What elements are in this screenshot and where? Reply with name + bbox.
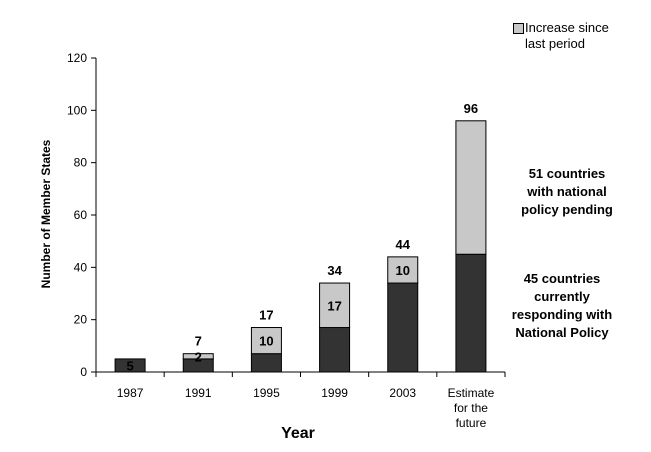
y-tick-label: 0 <box>80 365 87 379</box>
x-tick-label-line: Estimate <box>448 386 495 400</box>
x-tick-label-line: 2003 <box>389 386 416 400</box>
segment-value-label: 2 <box>195 349 202 364</box>
segment-value-label: 10 <box>259 334 273 349</box>
bar-increase-segment <box>387 256 419 284</box>
bar-increase-segment <box>455 120 487 255</box>
bar-total-label: 96 <box>464 101 478 116</box>
x-tick-label: Estimate for the future <box>448 386 495 430</box>
y-tick-label: 100 <box>67 103 87 117</box>
bar-base-segment <box>455 253 487 373</box>
legend-swatch-increase <box>513 23 524 34</box>
y-tick-label: 80 <box>74 156 88 170</box>
x-tick-label: 2003 <box>389 386 416 400</box>
legend: Increase since last period <box>513 20 643 52</box>
x-tick-label-line: for the <box>454 401 488 415</box>
bar-base-segment <box>387 282 419 373</box>
y-tick-label: 60 <box>74 208 88 222</box>
segment-value-label: 5 <box>126 358 133 373</box>
x-tick-label-line: 1991 <box>185 386 212 400</box>
x-tick-label-line: 1999 <box>321 386 348 400</box>
bar-increase-segment <box>319 282 351 329</box>
segment-value-label: 17 <box>327 298 341 313</box>
x-tick-label-line: 1987 <box>117 386 144 400</box>
bar-total-label: 44 <box>396 237 411 252</box>
bar-increase-segment <box>182 353 214 360</box>
bar-base-segment <box>319 327 351 373</box>
x-tick-label: 1991 <box>185 386 212 400</box>
y-tick-label: 20 <box>74 313 88 327</box>
y-axis-title: Number of Member States <box>39 139 53 288</box>
x-tick-label-line: future <box>456 416 487 430</box>
bar-base-segment <box>250 353 282 373</box>
x-tick-label: 1987 <box>117 386 144 400</box>
x-axis-title: Year <box>281 425 315 442</box>
bar-total-label: 7 <box>195 334 202 349</box>
bar-increase-segment <box>250 327 282 355</box>
bars: 5 27 10 17 17 34 10 44 96 <box>114 101 487 373</box>
x-tick-label-line: 1995 <box>253 386 280 400</box>
x-tick-label: 1995 <box>253 386 280 400</box>
bar-total-label: 17 <box>259 308 273 323</box>
y-tick-label: 120 <box>67 51 87 65</box>
x-tick-label: 1999 <box>321 386 348 400</box>
y-tick-label: 40 <box>74 260 88 274</box>
x-axis: 1987 1991 1995 1999 2003 Estimate for the futur… <box>95 371 506 430</box>
annotation-pending: 51 countries with national policy pendin… <box>521 166 613 217</box>
bar-total-label: 34 <box>327 263 342 278</box>
legend-label-increase: Increase since last period <box>525 20 609 51</box>
annotation-responding: 45 countries currently responding with N… <box>511 271 613 340</box>
y-axis: 0 20 40 60 80 100 120 <box>67 51 97 379</box>
segment-value-label: 10 <box>396 263 410 278</box>
